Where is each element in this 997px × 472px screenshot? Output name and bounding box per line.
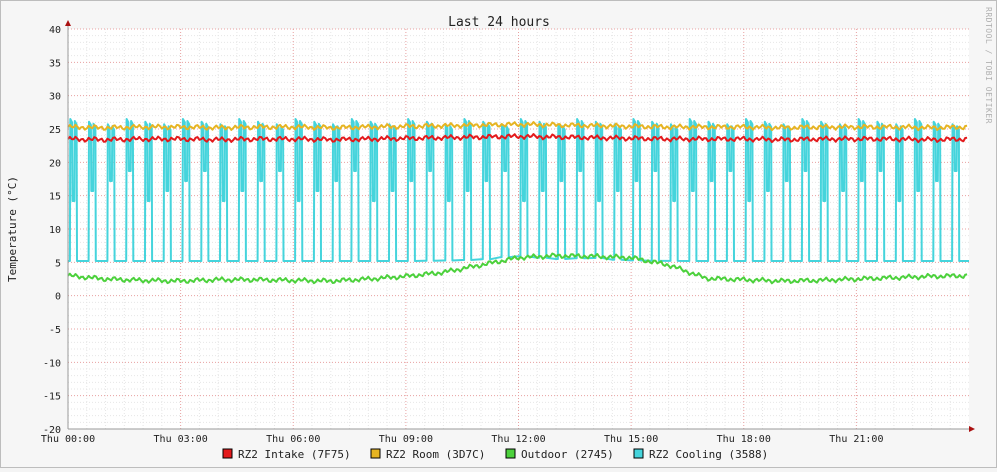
x-tick-label: Thu 21:00: [829, 434, 883, 445]
series-line-rz2-room-3d7c: [67, 121, 968, 132]
x-tick-label: Thu 00:00: [41, 434, 95, 445]
y-tick-label: 5: [55, 258, 61, 269]
y-tick-label: 25: [49, 125, 61, 136]
y-tick-label: 35: [49, 58, 61, 69]
x-axis-arrow: [969, 426, 975, 432]
series-line-rz2-cooling-3588: [68, 118, 969, 262]
x-tick-label: Thu 15:00: [604, 434, 658, 445]
y-tick-label: 15: [49, 192, 61, 203]
y-tick-label: 40: [49, 25, 61, 36]
series-line-outdoor-2745: [67, 252, 968, 285]
y-axis-arrow: [65, 20, 71, 26]
grid: [67, 28, 969, 430]
series-group: [67, 118, 969, 285]
legend-label: RZ2 Cooling (3588): [649, 448, 768, 461]
legend-swatch: [370, 448, 381, 459]
legend-label: Outdoor (2745): [521, 448, 614, 461]
legend: RZ2 Intake (7F75) RZ2 Room (3D7C) Outdoor …: [222, 448, 768, 461]
x-axis-ticks: Thu 00:00 Thu 03:00 Thu 06:00 Thu 09:00 Thu …: [41, 434, 884, 445]
legend-label: RZ2 Room (3D7C): [386, 448, 485, 461]
legend-swatch: [633, 448, 644, 459]
legend-swatch: [222, 448, 233, 459]
watermark: RRDTOOL / TOBI OETIKER: [984, 7, 993, 124]
y-tick-label: 20: [49, 158, 61, 169]
y-tick-label: 30: [49, 92, 61, 103]
x-tick-label: Thu 12:00: [491, 434, 545, 445]
chart-title: Last 24 hours: [448, 15, 550, 30]
x-tick-label: Thu 03:00: [154, 434, 208, 445]
y-axis-ticks: 40 35 30 25 20 15 10 5 0 -5 -10 -15 -20: [43, 25, 61, 436]
y-tick-label: -20: [43, 425, 61, 436]
legend-swatch: [505, 448, 516, 459]
y-tick-label: -15: [43, 392, 61, 403]
series-line-rz2-intake-7f75: [67, 133, 968, 144]
y-tick-label: -5: [49, 325, 61, 336]
y-axis-label: Temperature (°C): [6, 176, 19, 282]
x-tick-label: Thu 18:00: [717, 434, 771, 445]
x-tick-label: Thu 09:00: [379, 434, 433, 445]
x-tick-label: Thu 06:00: [266, 434, 320, 445]
legend-label: RZ2 Intake (7F75): [238, 448, 351, 461]
y-tick-label: 0: [55, 292, 61, 303]
y-tick-label: 10: [49, 225, 61, 236]
y-tick-label: -10: [43, 358, 61, 369]
